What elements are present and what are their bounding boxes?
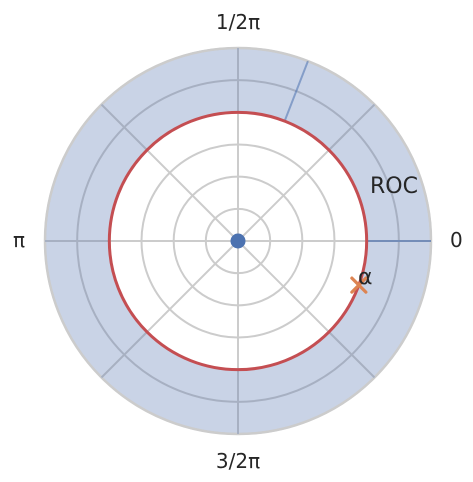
roc-spoke-5: [100, 331, 148, 379]
angle-tick-0: 0: [450, 228, 463, 252]
angle-tick-half-pi: 1/2π: [216, 10, 260, 34]
roc-spoke-7: [328, 331, 376, 379]
roc-label: ROC: [370, 174, 418, 199]
rays: [283, 60, 431, 242]
angle-tick-three-half-pi: 3/2π: [216, 449, 260, 473]
unit-circle-layer: [107, 110, 369, 372]
unit-circle: [107, 110, 369, 372]
pole-marker: [230, 233, 246, 249]
pole-zero-markers: [230, 233, 368, 294]
zero-marker-stroke-2: [350, 276, 368, 294]
angle-tick-pi: π: [13, 228, 25, 252]
labels: 0 1/2π π 3/2π ROC α: [13, 10, 463, 473]
zero-label: α: [358, 265, 373, 290]
ray-1: [283, 60, 309, 122]
roc-spoke-3: [100, 103, 148, 151]
roc-spoke-1: [328, 103, 376, 151]
